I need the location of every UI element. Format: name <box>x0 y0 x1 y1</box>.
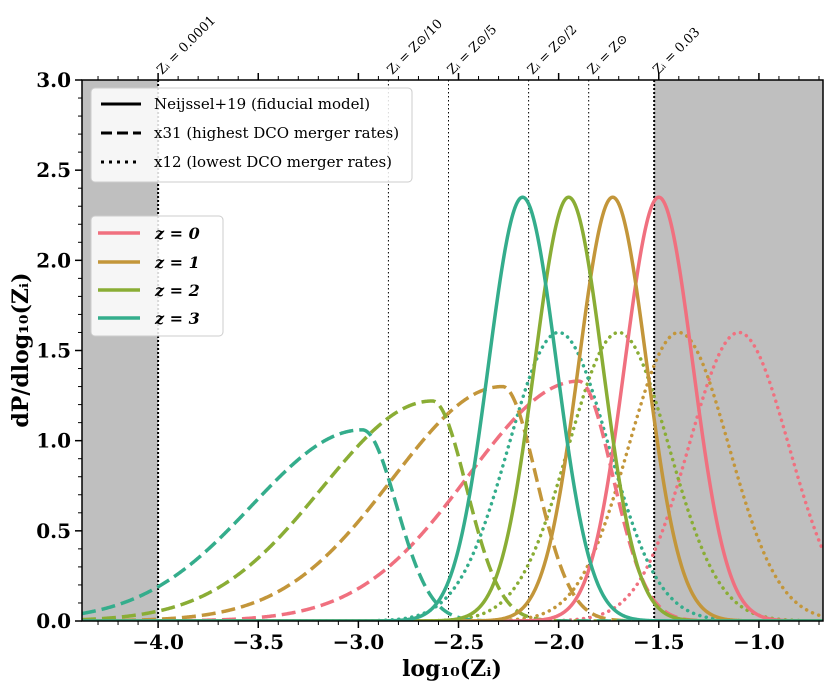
y-tick-label-4: 2.0 <box>36 248 71 272</box>
axis-ticks: −4.0 −3.5 −3.0 −2.5 −2.0 −1.5 −1.0 0.0 0.5 1.0 1.5… <box>36 68 820 654</box>
reference-line-label-1: Zᵢ = Z⊙/10 <box>385 17 446 78</box>
x-tick-label-2: −3.0 <box>333 630 385 654</box>
legend-redshifts-box <box>90 215 224 337</box>
reference-line-label-3: Zᵢ = Z⊙/2 <box>525 22 580 77</box>
legend-redshifts: z = 0 z = 1 z = 2 z = 3 <box>90 215 224 337</box>
legend-label-highest: x31 (highest DCO merger rates) <box>154 124 399 142</box>
legend-label-z2: z = 2 <box>154 281 200 300</box>
curve-dotted-z-3 <box>82 330 823 621</box>
y-tick-label-2: 1.0 <box>36 429 71 453</box>
legend-label-z3: z = 3 <box>154 309 200 328</box>
y-tick-label-6: 3.0 <box>36 68 71 92</box>
reference-line-label-4: Zᵢ = Z⊙ <box>585 31 631 77</box>
curve-dashed-z-1 <box>82 384 823 621</box>
y-tick-label-5: 2.5 <box>36 158 71 182</box>
reference-line-label-5: Zᵢ = 0.03 <box>650 25 703 78</box>
x-tick-label-1: −3.5 <box>232 630 284 654</box>
y-axis-label: dP/dlog₁₀(Zᵢ) <box>8 272 34 427</box>
legend-label-fiducial: Neijssel+19 (fiducial model) <box>154 95 370 113</box>
curve-dashed-z-3 <box>82 428 823 621</box>
legend-label-z0: z = 0 <box>154 224 200 243</box>
x-tick-label-5: −1.5 <box>633 630 685 654</box>
x-tick-label-6: −1.0 <box>733 630 785 654</box>
curve-solid-z-3 <box>82 195 823 621</box>
legend-models: Neijssel+19 (fiducial model) x31 (highes… <box>90 87 413 183</box>
y-tick-label-1: 0.5 <box>36 519 71 543</box>
x-tick-label-3: −2.5 <box>433 630 485 654</box>
legend-models-box <box>90 87 413 183</box>
x-tick-label-4: −2.0 <box>533 630 585 654</box>
reference-line-label-0: Zᵢ = 0.0001 <box>154 13 219 78</box>
x-axis-label: log₁₀(Zᵢ) <box>402 656 502 682</box>
curve-dashed-z-2 <box>82 399 823 621</box>
legend-label-lowest: x12 (lowest DCO merger rates) <box>154 153 392 171</box>
curve-solid-z-0 <box>82 195 823 621</box>
y-tick-label-0: 0.0 <box>36 609 71 633</box>
reference-line-label-2: Zᵢ = Z⊙/5 <box>445 22 500 77</box>
shaded-region-1 <box>654 80 823 621</box>
y-tick-label-3: 1.5 <box>36 339 71 363</box>
x-tick-label-0: −4.0 <box>132 630 184 654</box>
legend-label-z1: z = 1 <box>154 253 200 272</box>
